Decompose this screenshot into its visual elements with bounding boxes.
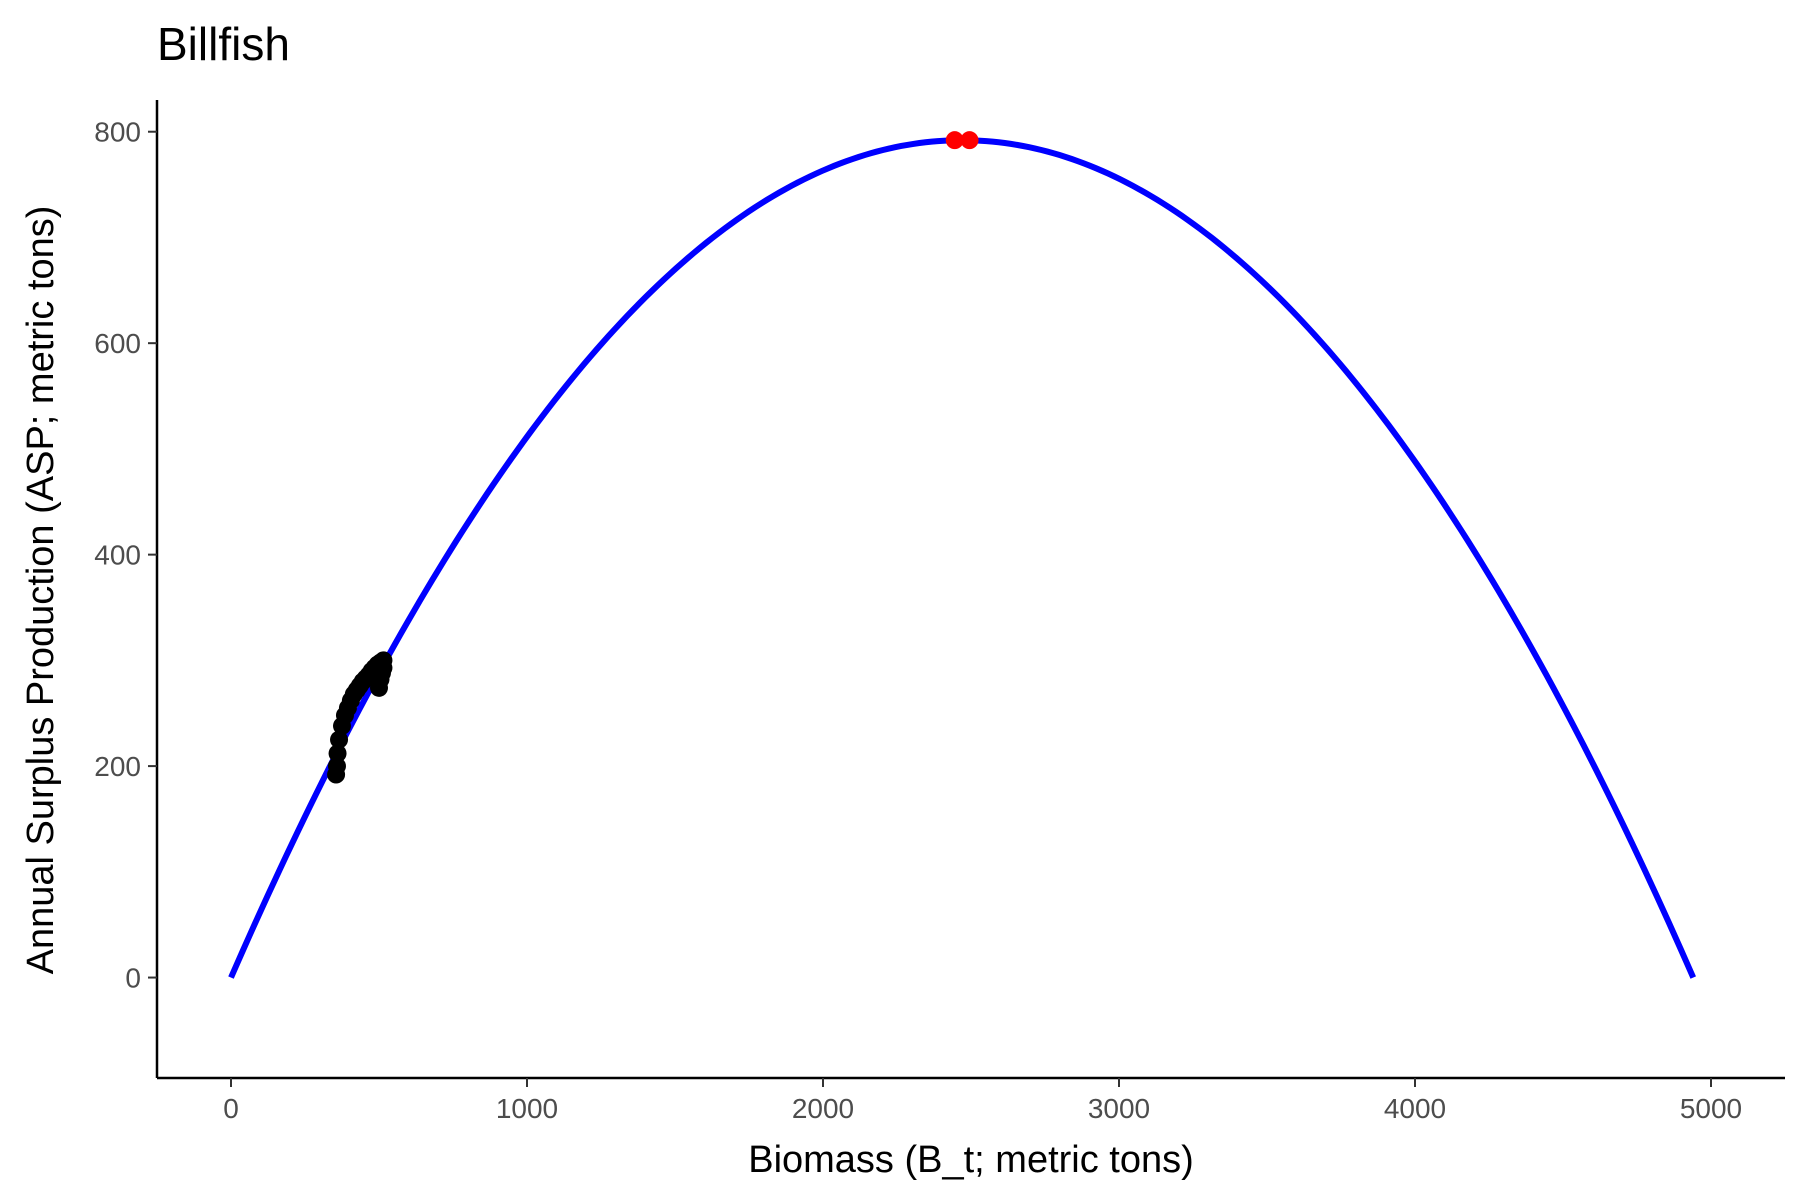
y-tick-label: 800 — [94, 117, 141, 148]
x-axis-title: Biomass (B_t; metric tons) — [748, 1139, 1194, 1181]
x-tick-label: 0 — [223, 1093, 239, 1124]
data-point — [960, 131, 979, 150]
y-axis-title: Annual Surplus Production (ASP; metric t… — [20, 206, 62, 975]
data-point — [372, 655, 391, 674]
data-point — [328, 744, 347, 763]
x-tick-label: 3000 — [1088, 1093, 1150, 1124]
fitted-curve-line — [228, 137, 1696, 979]
chart-title: Billfish — [157, 18, 290, 70]
x-tick-label: 4000 — [1384, 1093, 1446, 1124]
data-point — [330, 730, 349, 749]
x-tick-label: 5000 — [1680, 1093, 1742, 1124]
x-tick-label: 1000 — [496, 1093, 558, 1124]
plot-area — [228, 131, 1696, 979]
y-tick-label: 400 — [94, 540, 141, 571]
y-tick-label: 200 — [94, 751, 141, 782]
data-point — [327, 757, 346, 776]
x-tick-label: 2000 — [792, 1093, 854, 1124]
data-point — [945, 131, 964, 150]
y-tick-label: 600 — [94, 328, 141, 359]
y-tick-label: 0 — [125, 963, 141, 994]
axes: 0 1000 2000 3000 4000 5000 0 200 400 600 800 — [94, 100, 1785, 1124]
